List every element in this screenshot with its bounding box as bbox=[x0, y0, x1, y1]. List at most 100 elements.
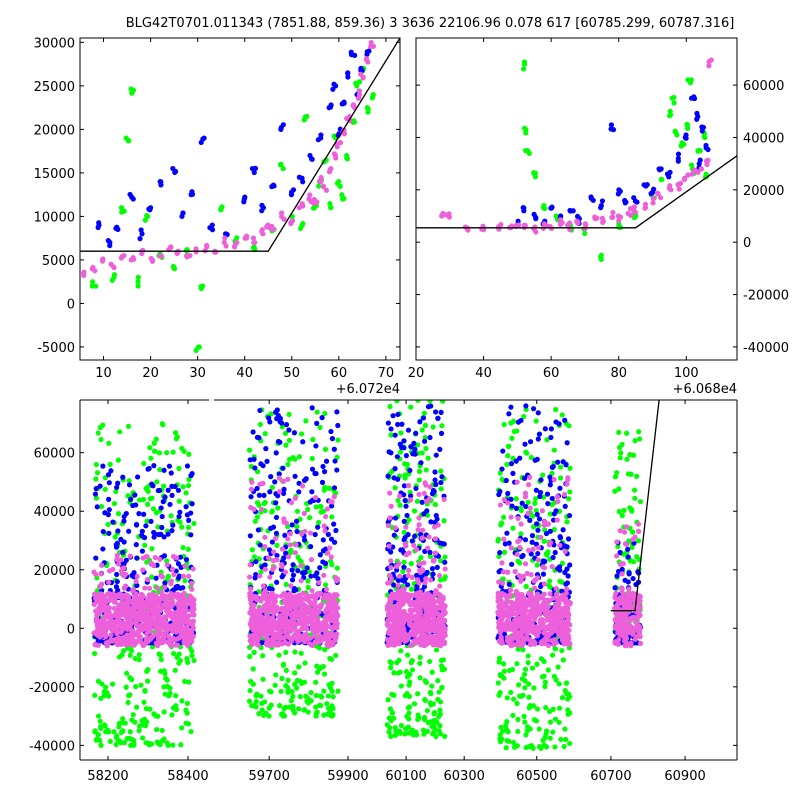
data-point-green bbox=[326, 705, 332, 712]
data-point-blue bbox=[566, 512, 573, 519]
data-point-green bbox=[269, 484, 275, 490]
data-point-green bbox=[276, 652, 282, 658]
data-point-blue bbox=[126, 528, 132, 534]
data-point-magenta bbox=[262, 608, 268, 614]
data-point-magenta bbox=[392, 525, 399, 531]
data-point-green bbox=[280, 661, 287, 667]
data-point-blue bbox=[325, 531, 331, 538]
data-point-blue bbox=[392, 515, 399, 521]
data-point-green bbox=[495, 536, 502, 542]
data-point-blue bbox=[419, 499, 425, 505]
data-point-green bbox=[92, 729, 98, 735]
data-point-green bbox=[313, 679, 319, 685]
data-point-magenta bbox=[413, 627, 420, 633]
data-point-magenta bbox=[428, 625, 434, 631]
data-point-magenta bbox=[329, 625, 335, 631]
data-point-magenta bbox=[324, 506, 331, 512]
x-tick-label: 70 bbox=[378, 366, 395, 381]
data-point-magenta bbox=[131, 601, 137, 607]
data-point-magenta bbox=[136, 625, 143, 631]
panel-bottom-plot-area bbox=[91, 400, 660, 751]
data-point-green bbox=[164, 450, 170, 456]
data-point-magenta bbox=[384, 622, 390, 628]
data-point-magenta bbox=[172, 642, 179, 648]
data-point-magenta bbox=[281, 216, 287, 222]
data-point-magenta bbox=[260, 480, 266, 486]
data-point-magenta bbox=[243, 235, 250, 241]
data-point-green bbox=[154, 479, 160, 485]
data-point-magenta bbox=[119, 635, 125, 641]
data-point-magenta bbox=[287, 531, 294, 537]
data-point-blue bbox=[312, 531, 318, 538]
data-point-blue bbox=[309, 156, 315, 162]
data-point-magenta bbox=[440, 602, 446, 608]
data-point-magenta bbox=[321, 624, 328, 630]
data-point-green bbox=[401, 559, 407, 565]
data-point-green bbox=[422, 422, 428, 428]
data-point-blue bbox=[127, 191, 133, 198]
y-tick-label: -20000 bbox=[743, 289, 789, 304]
data-point-magenta bbox=[321, 572, 327, 578]
data-point-magenta bbox=[161, 638, 167, 644]
data-point-blue bbox=[534, 521, 540, 527]
data-point-green bbox=[522, 719, 528, 725]
data-point-magenta bbox=[281, 617, 287, 623]
data-point-blue bbox=[257, 407, 263, 414]
data-point-magenta bbox=[386, 605, 392, 611]
data-point-blue bbox=[345, 74, 351, 80]
data-point-green bbox=[514, 743, 520, 749]
data-point-green bbox=[109, 681, 116, 687]
data-point-blue bbox=[152, 531, 158, 537]
data-point-magenta bbox=[279, 210, 285, 216]
data-point-green bbox=[143, 740, 149, 746]
data-point-magenta bbox=[112, 618, 118, 625]
data-point-magenta bbox=[171, 593, 177, 599]
data-point-green bbox=[172, 430, 179, 436]
data-point-magenta bbox=[609, 214, 615, 220]
data-point-magenta bbox=[134, 573, 140, 580]
data-point-magenta bbox=[247, 562, 253, 568]
data-point-green bbox=[151, 448, 158, 454]
data-point-green bbox=[531, 170, 537, 176]
data-point-magenta bbox=[114, 608, 120, 615]
data-point-blue bbox=[252, 165, 259, 171]
data-point-magenta bbox=[430, 605, 436, 611]
data-point-green bbox=[292, 681, 298, 687]
data-point-magenta bbox=[654, 190, 661, 196]
data-point-magenta bbox=[516, 222, 522, 228]
data-point-blue bbox=[252, 465, 258, 471]
data-point-blue bbox=[266, 585, 272, 592]
data-point-magenta bbox=[417, 617, 423, 623]
data-point-green bbox=[553, 677, 559, 683]
data-point-green bbox=[387, 403, 393, 410]
data-point-green bbox=[89, 283, 95, 289]
data-point-blue bbox=[180, 585, 186, 591]
data-point-green bbox=[286, 437, 293, 443]
data-point-green bbox=[533, 718, 540, 724]
data-point-magenta bbox=[185, 632, 191, 638]
data-point-green bbox=[170, 705, 176, 711]
data-point-magenta bbox=[436, 621, 442, 627]
data-point-green bbox=[260, 653, 266, 659]
data-point-magenta bbox=[312, 495, 319, 501]
data-point-magenta bbox=[125, 640, 131, 646]
data-point-magenta bbox=[168, 642, 174, 649]
data-point-green bbox=[157, 467, 163, 473]
data-point-blue bbox=[138, 227, 144, 233]
data-point-green bbox=[316, 183, 322, 189]
data-point-blue bbox=[405, 427, 412, 433]
data-point-blue bbox=[250, 429, 256, 435]
data-point-green bbox=[504, 718, 510, 725]
data-point-blue bbox=[421, 511, 427, 517]
panel-top-left-plot-area bbox=[80, 38, 400, 354]
data-point-magenta bbox=[388, 565, 394, 571]
data-point-green bbox=[141, 460, 147, 467]
data-point-magenta bbox=[288, 583, 294, 589]
data-point-magenta bbox=[310, 625, 316, 631]
data-point-green bbox=[688, 162, 695, 168]
data-point-blue bbox=[139, 528, 145, 534]
data-point-blue bbox=[331, 521, 337, 527]
data-point-magenta bbox=[297, 637, 303, 643]
data-point-green bbox=[549, 652, 556, 658]
data-point-magenta bbox=[178, 630, 184, 636]
